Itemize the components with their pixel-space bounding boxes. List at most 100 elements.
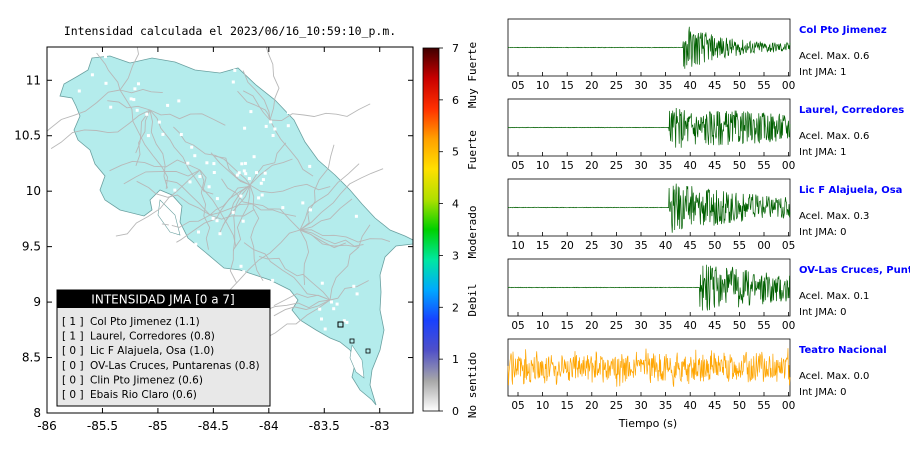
y-tick-label: 9: [33, 295, 41, 309]
seismogram-tick-label: 45: [708, 160, 721, 172]
city-marker: [132, 98, 136, 102]
y-tick-label: 10.5: [14, 129, 41, 143]
legend-item-code: [ 0 ]: [62, 345, 84, 357]
city-marker: [161, 132, 165, 136]
road: [136, 180, 211, 216]
legend-item-label: OV-Las Cruces, Puntarenas (0.8): [90, 360, 260, 372]
city-marker: [273, 297, 277, 301]
city-marker: [308, 164, 312, 168]
city-marker: [218, 232, 222, 236]
road: [135, 109, 151, 166]
seismogram-trace: [507, 26, 791, 69]
road: [107, 100, 151, 111]
road: [299, 229, 391, 243]
city-marker: [355, 292, 359, 296]
road: [258, 255, 331, 301]
seismogram-tick-label: 00: [782, 160, 795, 172]
seismogram-tick-label: 10: [536, 400, 549, 412]
seismogram-tick-label: 10: [536, 320, 549, 332]
city-marker: [145, 112, 149, 116]
road: [299, 163, 360, 231]
station-jma: Int JMA: 0: [799, 227, 847, 238]
station-name: Lic F Alajuela, Osa: [799, 185, 902, 196]
city-marker: [215, 219, 219, 223]
road: [269, 103, 371, 122]
station-marker: [337, 321, 344, 328]
city-marker: [125, 57, 129, 61]
road: [214, 155, 251, 186]
seismogram-tick-label: 05: [511, 160, 524, 172]
city-marker: [133, 87, 137, 91]
station-jma: Int JMA: 1: [799, 67, 847, 78]
seismogram-tick-label: 35: [659, 320, 672, 332]
seismogram-tick-label: 35: [659, 400, 672, 412]
seismogram-panel: 05 10 15 20 25 30 35 40 45 50 55 00 Laurel, Corredor…: [507, 98, 904, 172]
road: [329, 280, 369, 301]
colorbar-category-label: Moderado: [466, 206, 479, 259]
colorbar-tick-label: 6: [452, 94, 459, 107]
road: [249, 142, 287, 186]
seismogram-panel: 05 10 15 20 25 30 35 40 45 50 55 00 Col Pto Jimenez A…: [507, 18, 887, 92]
city-marker: [261, 178, 265, 182]
seismogram-tick-label: 10: [536, 80, 549, 92]
road: [176, 184, 251, 243]
y-tick-label: 8: [33, 406, 41, 420]
seismogram-tick-label: 40: [659, 240, 672, 252]
road: [243, 242, 331, 301]
legend-item-label: Ebais Rio Claro (0.6): [90, 389, 197, 401]
city-marker: [323, 327, 327, 331]
city-marker: [271, 278, 275, 282]
city-marker: [281, 206, 285, 210]
legend-item-code: [ 0 ]: [62, 360, 84, 372]
road: [299, 198, 353, 231]
city-marker: [212, 162, 216, 166]
seismogram-tick-label: 50: [733, 160, 746, 172]
seismogram-tick-label: 30: [634, 80, 647, 92]
legend-item-label: Col Pto Jimenez (1.1): [90, 316, 200, 328]
seismogram-trace: [508, 183, 791, 233]
road: [299, 229, 310, 286]
city-marker: [318, 307, 322, 311]
city-marker: [168, 223, 172, 227]
seismogram-tick-label: 50: [733, 400, 746, 412]
city-marker: [109, 105, 113, 109]
city-marker: [306, 70, 310, 74]
golfo-dulce: [349, 344, 365, 379]
seismogram-tick-label: 25: [585, 240, 598, 252]
city-marker: [211, 216, 215, 220]
city-marker: [252, 155, 256, 159]
road: [109, 159, 201, 172]
colorbar-tick-label: 1: [452, 353, 459, 366]
city-marker: [137, 82, 140, 86]
city-marker: [196, 267, 200, 271]
city-marker: [286, 124, 290, 128]
city-marker: [345, 320, 349, 324]
seismogram-tick-label: 15: [561, 320, 574, 332]
city-marker: [255, 171, 258, 175]
road: [221, 178, 301, 231]
road: [50, 109, 151, 149]
city-marker: [269, 120, 273, 124]
map-title: Intensidad calculada el 2023/06/16_10:59…: [64, 24, 396, 38]
city-marker: [242, 270, 246, 274]
seismogram-tick-label: 30: [610, 240, 623, 252]
city-marker: [247, 177, 251, 180]
city-marker: [173, 188, 177, 192]
seismogram-tick-label: 30: [634, 400, 647, 412]
seismogram-tick-label: 25: [610, 80, 623, 92]
city-marker: [260, 193, 264, 197]
seismogram-trace: [507, 264, 791, 311]
colorbar-gradient: [422, 47, 440, 412]
city-marker: [235, 173, 239, 177]
seismogram-tick-label: 10: [536, 160, 549, 172]
colorbar-tick-label: 5: [452, 146, 459, 159]
station-name: OV-Las Cruces, Puntar: [799, 265, 910, 276]
road: [249, 158, 293, 186]
seismogram-tick-label: 20: [585, 400, 598, 412]
seismogram-tick-label: 35: [659, 80, 672, 92]
seismogram-panel: 05 10 15 20 25 30 35 40 45 50 55 00 OV-Las Cruces, P…: [507, 258, 910, 332]
x-tick-label: -84: [259, 419, 279, 433]
seismogram-tick-label: 40: [684, 160, 697, 172]
seismogram-tick-label: 30: [634, 160, 647, 172]
